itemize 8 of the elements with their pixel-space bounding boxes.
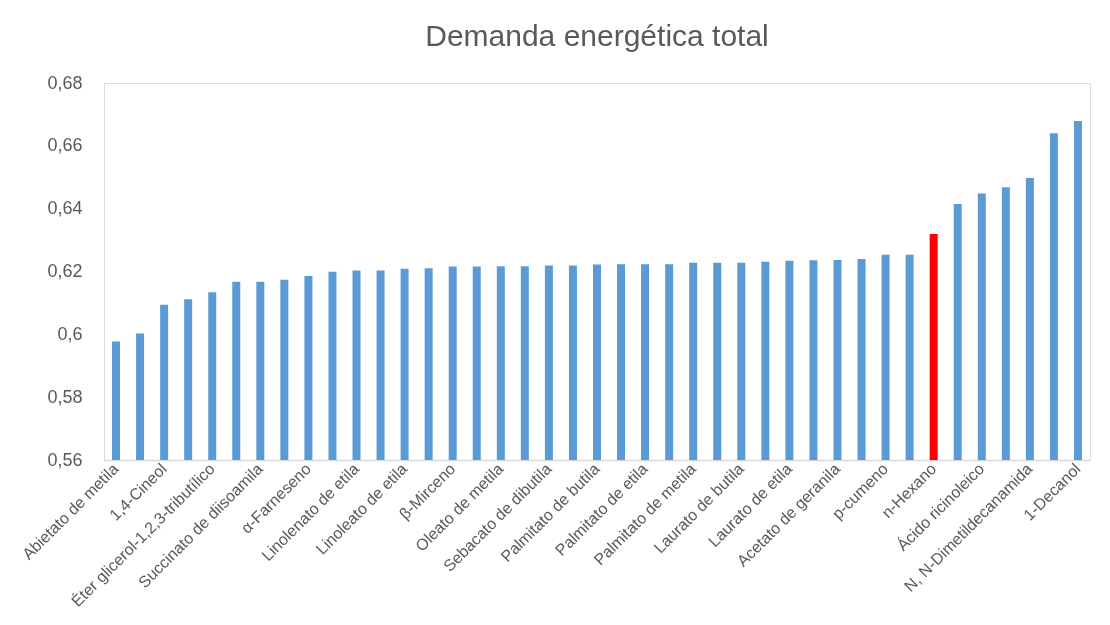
y-tick-label: 0,62 <box>47 261 83 281</box>
y-tick-label: 0,56 <box>47 449 83 470</box>
y-tick-label: 0,6 <box>57 323 83 344</box>
y-tick-label: 0,68 <box>47 72 83 93</box>
y-tick-label: 0,64 <box>47 198 83 219</box>
chart-title: Demanda energética total <box>425 19 769 52</box>
y-tick-label: 0,66 <box>47 135 83 156</box>
y-tick-label: 0,58 <box>47 386 83 407</box>
